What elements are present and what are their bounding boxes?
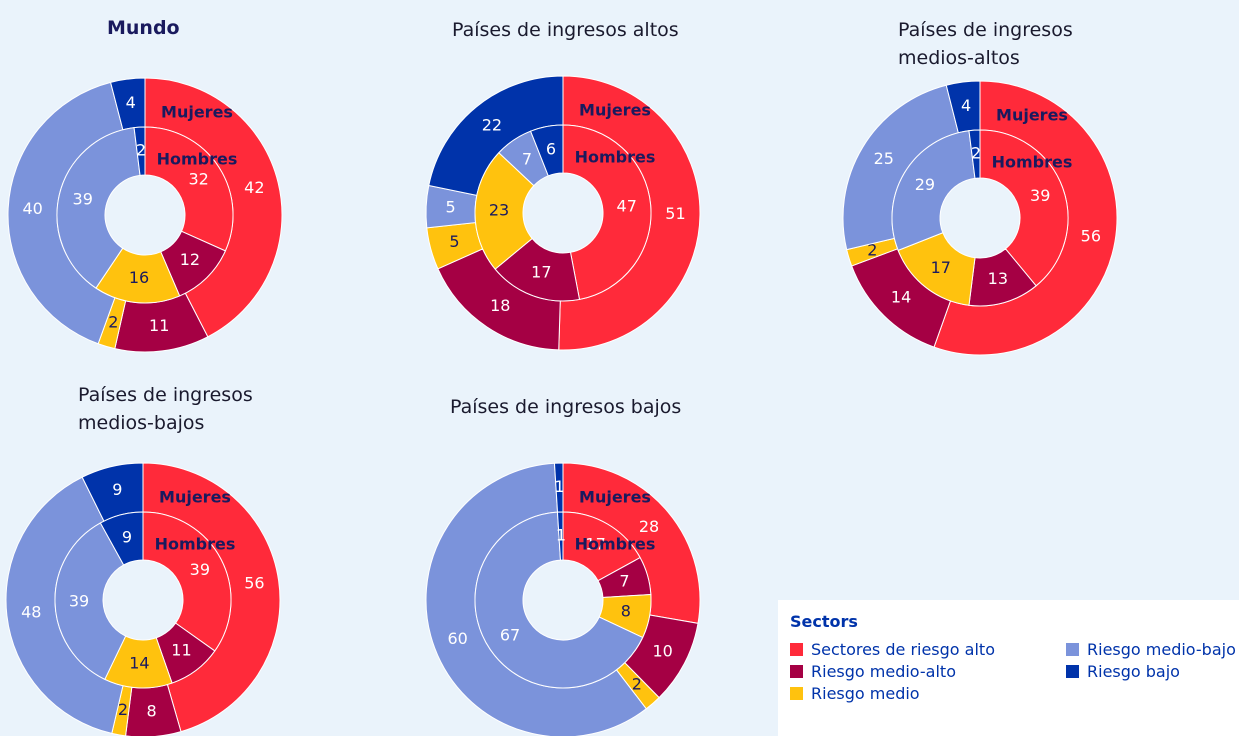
donut-segment xyxy=(529,124,564,177)
value-label: 28 xyxy=(639,517,659,536)
donut-segment xyxy=(54,522,127,680)
legend-swatch xyxy=(1066,643,1079,656)
value-label: 16 xyxy=(129,268,149,287)
value-label: 48 xyxy=(21,602,41,621)
value-label: 8 xyxy=(621,601,631,620)
value-label: 56 xyxy=(1081,227,1101,246)
value-label: 25 xyxy=(874,149,894,168)
legend: Sectors Sectores de riesgo alto Riesgo med… xyxy=(778,600,1239,736)
legend-swatch xyxy=(1066,665,1079,678)
series-label: Hombres xyxy=(155,535,236,554)
donut-segment xyxy=(968,129,981,179)
value-label: 11 xyxy=(149,316,169,335)
value-label: 2 xyxy=(108,312,118,331)
donut-segment xyxy=(474,152,535,270)
value-label: 4 xyxy=(961,96,971,115)
series-label: Mujeres xyxy=(159,488,231,507)
value-label: 14 xyxy=(891,288,911,307)
legend-item: Riesgo medio-alto xyxy=(790,662,956,681)
value-label: 1 xyxy=(554,477,564,496)
donut-segment xyxy=(556,511,564,561)
donut-segment xyxy=(144,126,234,252)
value-label: 2 xyxy=(971,144,981,163)
value-label: 2 xyxy=(118,700,128,719)
value-label: 23 xyxy=(489,200,509,219)
value-label: 17 xyxy=(585,534,605,553)
legend-label: Riesgo medio-alto xyxy=(811,662,956,681)
value-label: 39 xyxy=(69,591,89,610)
chart-title: Países de ingresos medios-altos xyxy=(898,19,1073,69)
donut-segment xyxy=(891,130,976,252)
legend-swatch xyxy=(790,643,803,656)
value-label: 7 xyxy=(522,150,532,169)
value-label: 29 xyxy=(915,175,935,194)
chart-title: Países de ingresos altos xyxy=(452,19,679,41)
series-label: Hombres xyxy=(992,153,1073,172)
series-label: Hombres xyxy=(157,150,238,169)
donut-segment xyxy=(56,127,141,289)
series-label: Mujeres xyxy=(996,106,1068,125)
value-label: 2 xyxy=(136,141,146,160)
value-label: 5 xyxy=(446,197,456,216)
value-label: 40 xyxy=(22,199,42,218)
value-label: 17 xyxy=(931,258,951,277)
series-label: Mujeres xyxy=(161,103,233,122)
value-label: 39 xyxy=(190,560,210,579)
legend-label: Riesgo medio-bajo xyxy=(1087,640,1236,659)
value-label: 14 xyxy=(129,653,149,672)
value-label: 10 xyxy=(652,642,672,661)
value-label: 60 xyxy=(447,629,467,648)
value-label: 12 xyxy=(180,250,200,269)
donut-segment xyxy=(99,511,144,566)
value-label: 8 xyxy=(147,702,157,721)
value-label: 22 xyxy=(482,115,502,134)
legend-item: Riesgo medio-bajo xyxy=(1066,640,1236,659)
legend-label: Riesgo medio xyxy=(811,684,920,703)
legend-swatch xyxy=(790,687,803,700)
value-label: 47 xyxy=(617,196,637,215)
legend-item: Riesgo bajo xyxy=(1066,662,1180,681)
value-label: 2 xyxy=(867,240,877,259)
legend-label: Sectores de riesgo alto xyxy=(811,640,995,659)
value-label: 5 xyxy=(449,232,459,251)
value-label: 51 xyxy=(665,204,685,223)
legend-title: Sectors xyxy=(790,612,858,631)
donut-segment xyxy=(474,511,644,689)
series-label: Mujeres xyxy=(579,488,651,507)
value-label: 2 xyxy=(632,674,642,693)
donut-segment xyxy=(142,511,232,652)
series-label: Hombres xyxy=(575,148,656,167)
legend-swatch xyxy=(790,665,803,678)
value-label: 9 xyxy=(112,480,122,499)
value-label: 39 xyxy=(73,190,93,209)
value-label: 17 xyxy=(531,263,551,282)
value-label: 39 xyxy=(1030,186,1050,205)
value-label: 6 xyxy=(546,140,556,159)
value-label: 1 xyxy=(556,526,566,545)
chart-title: Países de ingresos bajos xyxy=(450,396,682,418)
chart-title: Mundo xyxy=(107,17,180,39)
value-label: 7 xyxy=(619,572,629,591)
series-label: Mujeres xyxy=(579,101,651,120)
value-label: 11 xyxy=(171,641,191,660)
donut-segment xyxy=(562,124,652,301)
value-label: 9 xyxy=(122,528,132,547)
donut-segment xyxy=(979,129,1069,287)
donut-segment xyxy=(133,126,146,176)
value-label: 13 xyxy=(988,269,1008,288)
series-label: Hombres xyxy=(575,535,656,554)
value-label: 56 xyxy=(244,574,264,593)
value-label: 42 xyxy=(244,178,264,197)
chart-title: Países de ingresos medios-bajos xyxy=(78,384,253,434)
legend-item: Sectores de riesgo alto xyxy=(790,640,995,659)
value-label: 32 xyxy=(189,170,209,189)
value-label: 4 xyxy=(126,93,136,112)
legend-item: Riesgo medio xyxy=(790,684,920,703)
value-label: 67 xyxy=(500,625,520,644)
legend-label: Riesgo bajo xyxy=(1087,662,1180,681)
value-label: 18 xyxy=(490,296,510,315)
